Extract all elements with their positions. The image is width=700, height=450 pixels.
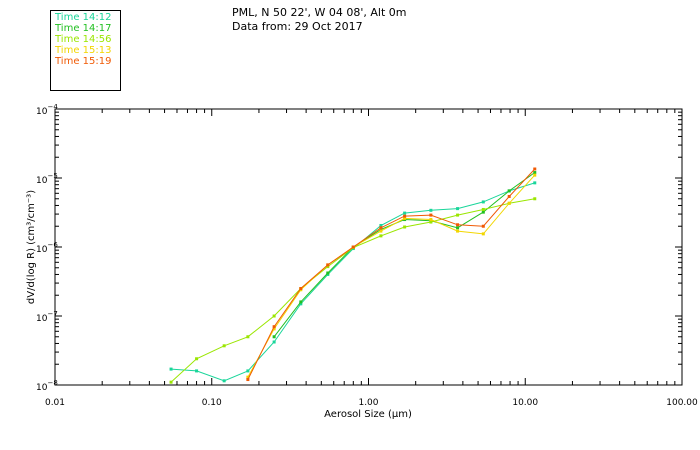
axis-ticks [54,109,682,386]
data-point [272,335,276,339]
data-point [403,214,407,218]
data-point [351,245,355,249]
data-point [326,263,330,267]
data-point [272,314,276,318]
data-point [272,340,276,344]
data-point [272,327,276,331]
y-tick-labels: 10−8 10−7 10−6 10−5 10−4 [36,103,58,393]
data-point [429,218,433,222]
series-line-4 [247,174,536,378]
data-point [299,302,303,306]
data-point [326,271,330,275]
data-point [222,379,226,383]
legend-item-series-3: Time 14:56 [55,34,112,45]
data-point [456,223,460,227]
data-point [481,200,485,204]
data-point [533,167,537,171]
legend: Time 14:12 Time 14:17 Time 14:56 Time 15… [50,10,121,91]
data-point [169,367,173,371]
data-point [299,300,303,304]
legend-item-series-1: Time 14:12 [55,12,112,23]
x-tick-label: 0.10 [202,398,222,408]
series-lines [169,167,537,384]
header-data-date: Data from: 29 Oct 2017 [232,20,363,33]
x-tick-label: 0.01 [45,398,65,408]
data-point [246,369,250,373]
y-tick-label: 10−5 [36,172,58,186]
series-line-1 [171,182,535,382]
series-line-5 [247,168,536,380]
data-point [246,375,250,379]
data-point [169,380,173,384]
data-point [246,335,250,339]
data-point [379,226,383,230]
data-point [507,201,511,205]
x-tick-label: 100.00 [666,398,698,408]
data-point [195,369,199,373]
x-tick-labels: 0.01 0.10 1.00 10.00 100.00 [45,398,698,408]
y-tick-label: 10−4 [36,103,58,117]
legend-item-series-5: Time 15:19 [55,56,112,67]
data-point [403,225,407,229]
y-tick-label: 10−6 [36,241,58,255]
data-point [481,210,485,214]
data-point [195,357,199,361]
y-axis-title: dV/d(log R) (cm³/cm⁻³) [26,190,37,304]
data-point [429,213,433,217]
x-tick-label: 10.00 [512,398,538,408]
data-point [379,229,383,233]
data-point [533,173,537,177]
x-tick-label: 1.00 [358,398,378,408]
data-point [222,344,226,348]
y-tick-label: 10−7 [36,310,58,324]
data-point [379,234,383,238]
data-point [481,207,485,211]
data-point [429,208,433,212]
data-point [272,325,276,329]
data-point [481,224,485,228]
data-point [429,220,433,224]
data-point [533,171,537,175]
header-location: PML, N 50 22', W 04 08', Alt 0m [232,6,407,19]
data-point [533,181,537,185]
data-point [456,207,460,211]
x-axis-title: Aerosol Size (µm) [324,409,412,420]
data-point [403,211,407,215]
data-point [533,197,537,201]
data-point [326,265,330,269]
legend-item-series-4: Time 15:13 [55,45,112,56]
plot-frame [54,108,683,386]
data-point [456,213,460,217]
data-point [379,227,383,231]
legend-item-series-2: Time 14:17 [55,23,112,34]
data-point [246,378,250,382]
data-point [456,226,460,230]
data-point [507,189,511,193]
y-tick-label: 10−8 [36,379,58,393]
data-point [403,216,407,220]
data-point [379,223,383,227]
data-point [481,232,485,236]
data-point [299,287,303,291]
data-point [456,229,460,233]
data-point [507,194,511,198]
